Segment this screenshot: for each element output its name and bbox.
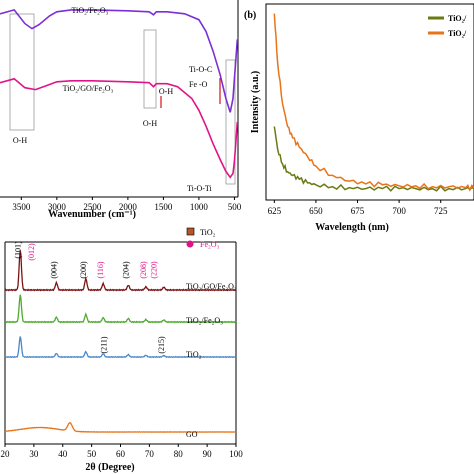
panel-c-peak-label: (215)	[157, 336, 166, 354]
legend-label-c-1: TiO₂	[200, 228, 216, 237]
panel-b-series-1	[273, 126, 474, 192]
panel-a-label-oh-2: O-H	[143, 119, 157, 128]
panel-a-label-tioc: Ti-O-C	[189, 65, 212, 74]
panel-c-tick-label: 70	[145, 449, 155, 459]
panel-c-legend: TiO₂ Fe₂O₃	[186, 227, 220, 249]
panel-a-series-2	[0, 77, 239, 179]
legend-label-c-2: Fe₂O₃	[200, 240, 220, 249]
panel-c-xlabel: 2θ (Degree)	[85, 462, 134, 473]
panel-a-tick-label: 3500	[12, 202, 31, 212]
panel-a-tick-label: 2000	[119, 202, 138, 212]
panel-c-tick-label: 90	[203, 449, 213, 459]
panel-a-tick-label: 1000	[190, 202, 209, 212]
fe2o3-marker-icon	[186, 240, 194, 248]
panel-c-label-s4: GO	[186, 430, 198, 439]
panel-c-peak-label: (004)	[49, 261, 58, 279]
panel-a-label-feo: Fe -O	[189, 80, 208, 89]
panel-b-series-2	[273, 13, 474, 192]
panel-a-tick-label: 1500	[154, 202, 173, 212]
legend-label-b-1: TiO₂/	[448, 14, 467, 23]
panel-a-oh-box-2	[143, 29, 157, 109]
panel-c-label-s2: TiO₂/Fe₂O₃	[186, 316, 223, 325]
panel-c-label-s1: TiO₂/GO/Fe₂O₃	[186, 282, 237, 291]
panel-a-label-oh-1: O-H	[13, 136, 27, 145]
panel-c-peak-label: (012)	[27, 243, 36, 261]
panel-c-tick-label: 50	[87, 449, 97, 459]
panel-c-peak-label: (116)	[96, 261, 105, 278]
panel-c: 20 30 40 50 60 70 80 90 100 (101) (012) (004) (200)…	[1, 227, 243, 473]
panel-a: 3500 3000 2500 2000 1500 1000 500 Wavenumber (…	[0, 0, 242, 220]
panel-a-label-tio2fe: TiO₂/Fe₂O₃	[72, 6, 109, 15]
panel-c-peak-label: (204)	[121, 261, 130, 279]
panel-b-tick-label: 625	[268, 206, 282, 216]
panel-c-tick-label: 100	[229, 449, 243, 459]
panel-a-label-tio2gofe: TiO₂/GO/Fe₂O₃	[63, 84, 114, 93]
panel-a-tick-label: 500	[228, 202, 242, 212]
panel-b-frame	[265, 3, 474, 201]
tio2-marker-icon	[186, 227, 195, 236]
panel-b-tick-label: 700	[392, 206, 406, 216]
panel-a-tick-label: 2500	[83, 202, 102, 212]
legend-label-b-2: TiO₂/	[448, 29, 467, 38]
panel-a-xlabel: Wavenumber (cm⁻¹)	[48, 209, 136, 220]
panel-c-tick-label: 30	[29, 449, 39, 459]
panel-b-tick-label: 650	[309, 206, 323, 216]
panel-c-peak-label: (208)	[139, 261, 148, 279]
panel-c-tick-label: 20	[1, 449, 11, 459]
panel-c-series-4	[4, 421, 237, 433]
panel-c-series-3	[4, 336, 237, 359]
panel-a-tioti-box	[225, 59, 236, 185]
panel-c-tick-label: 60	[116, 449, 126, 459]
panel-b-tick-label: 675	[351, 206, 365, 216]
panel-a-label-tioti: Ti-O-Ti	[187, 184, 213, 193]
panel-b-ylabel: Intensity (a.u.)	[250, 71, 261, 134]
panel-b-xlabel: Wavelength (nm)	[315, 222, 389, 233]
panel-b-tick-label: 725	[434, 206, 448, 216]
panel-a-oh-box	[9, 13, 35, 131]
panel-c-series-2	[4, 294, 237, 324]
panel-c-peak-label: (200)	[79, 261, 88, 279]
panel-b-legend: TiO₂/ TiO₂/	[428, 14, 467, 38]
panel-c-series-1	[4, 250, 237, 292]
panel-b: (b) Intensity (a.u.) Wavelength (nm) 625…	[244, 3, 474, 233]
panel-c-tick-label: 40	[58, 449, 68, 459]
panel-a-series-1	[0, 8, 239, 113]
panel-b-label: (b)	[244, 10, 256, 21]
panel-c-tick-label: 80	[174, 449, 184, 459]
panel-a-tick-label: 3000	[48, 202, 67, 212]
panel-c-label-s3: TiO₂	[186, 350, 202, 359]
panel-c-peak-label: (101)	[13, 241, 22, 259]
panel-c-peak-label: (211)	[99, 336, 108, 353]
panel-c-peak-label: (220)	[150, 261, 159, 279]
panel-a-label-oh-3: O-H	[159, 87, 173, 96]
